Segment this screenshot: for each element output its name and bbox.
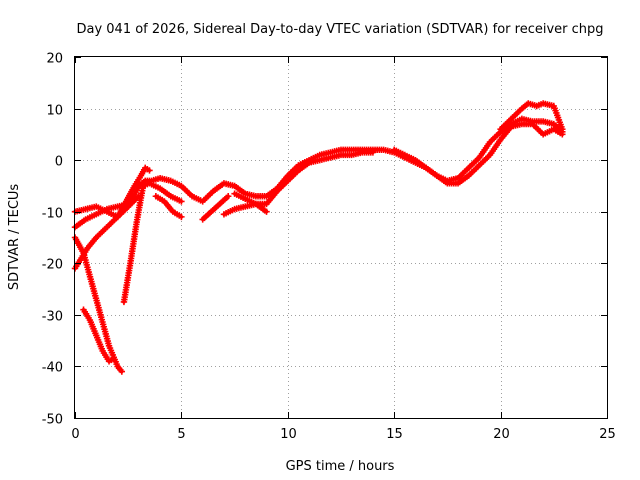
x-tick-label: 25 xyxy=(599,427,616,442)
series-lower-track xyxy=(391,120,566,187)
series-spike-track xyxy=(114,164,153,221)
series-fragment-b xyxy=(199,193,232,223)
data-point xyxy=(110,355,117,362)
series-upper-track xyxy=(497,100,566,133)
data-point xyxy=(146,167,153,174)
data-point xyxy=(369,149,377,156)
data-point xyxy=(178,213,185,221)
x-tick-label: 20 xyxy=(493,427,510,442)
grid-lines xyxy=(75,57,607,418)
series-mid-track xyxy=(220,149,377,218)
data-point xyxy=(263,208,270,215)
y-tick-label: 0 xyxy=(55,155,63,170)
x-tick-label: 0 xyxy=(71,427,79,442)
chart-title: Day 041 of 2026, Sidereal Day-to-day VTE… xyxy=(76,22,603,37)
data-series xyxy=(71,100,566,375)
series-dip-track-2 xyxy=(80,306,117,365)
y-tick-label: 10 xyxy=(46,104,63,119)
axis-ticks: 0 5 10 15 20 25 20 10 0 -10 -20 -30 -40 -50 xyxy=(42,52,616,443)
plot-frame xyxy=(74,56,608,419)
y-tick-label: -20 xyxy=(42,258,63,273)
x-tick-label: 15 xyxy=(386,427,403,442)
x-axis-label: GPS time / hours xyxy=(286,459,395,474)
data-point xyxy=(178,198,185,205)
y-tick-label: -40 xyxy=(42,361,63,376)
data-point xyxy=(559,131,566,138)
y-tick-label: -50 xyxy=(42,413,63,428)
y-tick-label: -10 xyxy=(42,207,63,222)
x-tick-label: 5 xyxy=(177,427,185,442)
data-point xyxy=(225,193,232,200)
x-tick-label: 10 xyxy=(280,427,297,442)
series-trace xyxy=(392,122,565,186)
y-axis-label: SDTVAR / TECUs xyxy=(7,184,22,291)
series-fragment-a xyxy=(152,193,185,221)
y-tick-label: -30 xyxy=(42,310,63,325)
series-rise-track xyxy=(120,180,185,306)
series-fragment-c xyxy=(231,190,270,215)
data-point xyxy=(118,368,126,375)
y-tick-label: 20 xyxy=(46,52,63,67)
